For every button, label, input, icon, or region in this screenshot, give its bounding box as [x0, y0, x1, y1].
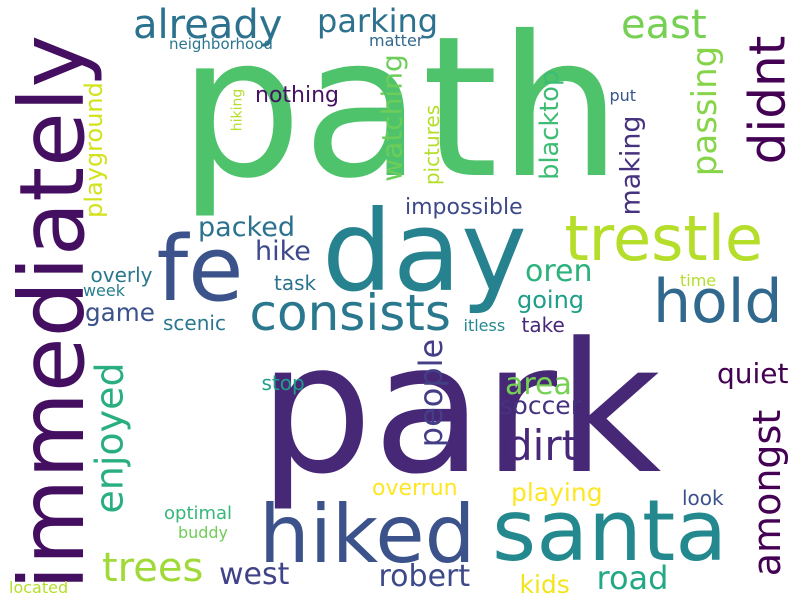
word-kids: kids	[519, 570, 570, 599]
word-day: day	[322, 188, 527, 317]
word-time: time	[680, 271, 717, 290]
word-put: put	[609, 86, 637, 105]
word-enjoyed: enjoyed	[87, 361, 132, 514]
word-west: west	[219, 557, 290, 592]
word-park: park	[258, 305, 662, 514]
word-itless: itless	[463, 316, 506, 335]
word-optimal: optimal	[164, 503, 233, 524]
word-task: task	[274, 271, 317, 295]
word-passing: passing	[685, 45, 726, 176]
word-amongst: amongst	[745, 409, 790, 577]
word-playground: playground	[79, 81, 108, 218]
word-consists: consists	[249, 284, 451, 342]
word-week: week	[83, 281, 125, 300]
word-look: look	[682, 486, 724, 510]
word-buddy: buddy	[178, 523, 228, 542]
word-watching: watching	[375, 53, 409, 182]
word-soccer: soccer	[499, 391, 581, 420]
word-area: area	[505, 367, 572, 402]
word-road: road	[596, 559, 669, 597]
word-stop: stop	[261, 371, 305, 395]
word-already: already	[133, 2, 283, 48]
word-trees: trees	[102, 545, 204, 591]
word-hiking: hiking	[228, 88, 245, 132]
word-going: going	[517, 286, 585, 314]
word-robert: robert	[378, 559, 471, 594]
word-take: take	[521, 313, 565, 337]
word-neighborhood: neighborhood	[169, 35, 273, 53]
word-didnt: didnt	[737, 35, 796, 165]
word-blacktop: blacktop	[535, 69, 566, 180]
word-fe: fe	[156, 217, 244, 322]
word-trestle: trestle	[564, 202, 764, 275]
word-oren: oren	[525, 254, 593, 289]
word-east: east	[621, 2, 707, 48]
word-hike: hike	[255, 236, 311, 267]
word-packed: packed	[198, 212, 296, 243]
word-nothing: nothing	[255, 83, 339, 108]
word-game: game	[85, 297, 155, 327]
word-overly: overly	[90, 263, 153, 287]
word-overrun: overrun	[372, 476, 458, 501]
word-quiet: quiet	[717, 357, 789, 390]
word-playing: playing	[511, 478, 603, 507]
word-santa: santa	[492, 482, 728, 581]
word-path: path	[178, 0, 622, 221]
word-making: making	[615, 114, 647, 215]
word-impossible: impossible	[405, 195, 523, 220]
word-hiked: hiked	[259, 488, 476, 581]
word-dirt: dirt	[506, 421, 579, 470]
word-hold: hold	[653, 267, 783, 337]
word-located: located	[9, 578, 69, 597]
word-pictures: pictures	[420, 104, 445, 186]
word-parking: parking	[317, 2, 439, 40]
word-people: people	[412, 338, 451, 447]
word-matter: matter	[369, 31, 424, 50]
word-scenic: scenic	[163, 311, 226, 335]
